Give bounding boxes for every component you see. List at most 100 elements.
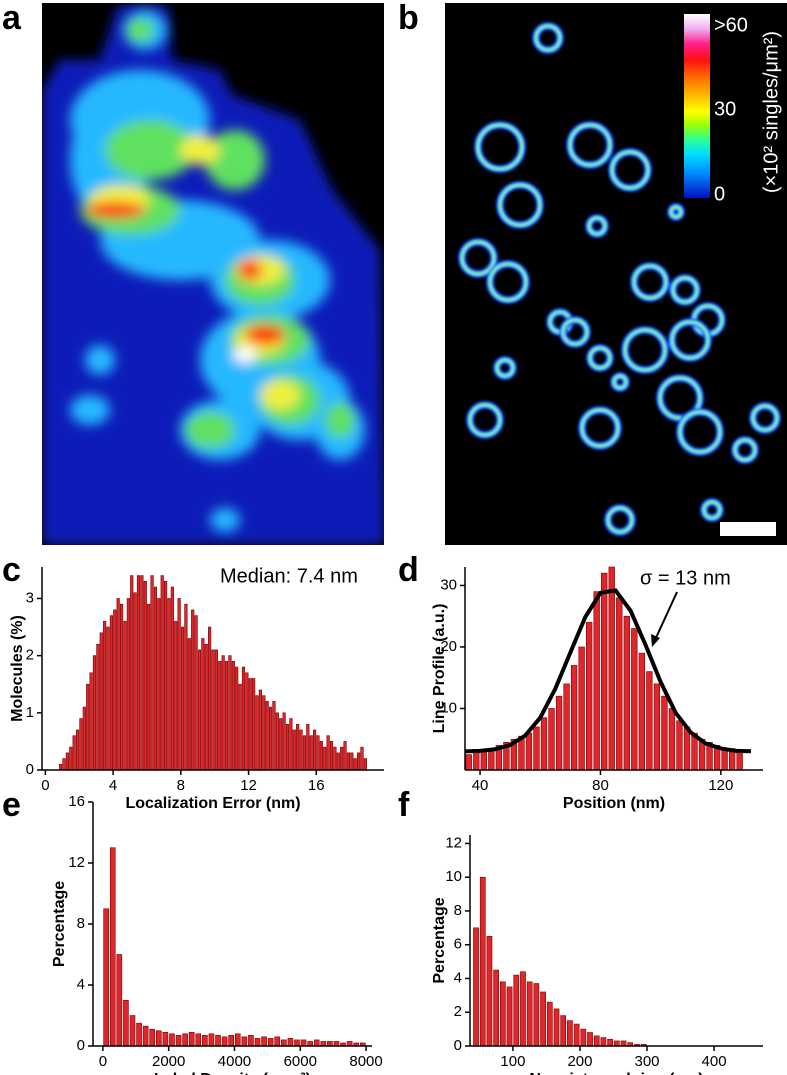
bar	[201, 638, 205, 771]
bar	[238, 683, 242, 771]
bar	[587, 1032, 593, 1047]
bar	[560, 1015, 567, 1047]
bar	[149, 1028, 156, 1047]
bar	[106, 626, 110, 771]
bar	[340, 746, 344, 771]
ring	[752, 405, 778, 431]
bar	[208, 1033, 215, 1047]
bar	[294, 1039, 300, 1047]
bar	[274, 1036, 281, 1047]
x-tick-label: 6000	[284, 1053, 317, 1070]
y-tick-label: 4	[77, 976, 85, 993]
bar	[133, 592, 137, 771]
bar	[184, 603, 188, 771]
bar	[473, 927, 479, 1047]
bar	[292, 729, 296, 771]
bar	[208, 626, 212, 771]
bar	[302, 735, 307, 771]
y-tick-label: 1	[26, 704, 34, 721]
bar	[228, 1035, 234, 1047]
bar	[215, 1035, 221, 1047]
bar	[309, 735, 313, 771]
bar	[555, 695, 563, 771]
panel-label: e	[2, 786, 21, 824]
bar	[578, 646, 585, 771]
y-tick-label: 0	[77, 1037, 85, 1054]
panel-label: c	[2, 551, 21, 589]
bar	[72, 735, 76, 771]
bar	[214, 649, 218, 771]
colorbar-label: >60	[714, 14, 748, 36]
bar	[96, 643, 100, 771]
bar	[287, 1038, 294, 1047]
bar	[319, 741, 323, 771]
y-axis-label: Percentage	[51, 881, 68, 967]
bar	[82, 706, 86, 771]
bar	[267, 1038, 274, 1047]
ring	[611, 151, 649, 189]
bar	[329, 741, 334, 771]
bar	[197, 649, 202, 771]
bar	[353, 758, 357, 771]
bar	[162, 1031, 169, 1047]
bar	[343, 741, 347, 771]
bar	[211, 649, 215, 771]
ring	[633, 265, 667, 299]
bar	[116, 954, 123, 1047]
bar	[272, 701, 276, 771]
bar	[231, 661, 235, 771]
ring	[607, 507, 633, 533]
ring	[624, 329, 666, 371]
image-background	[445, 3, 787, 545]
bar	[506, 986, 513, 1047]
bar	[235, 666, 239, 771]
bar	[248, 1035, 254, 1047]
bar	[616, 597, 623, 771]
bar	[631, 628, 638, 771]
bar	[188, 1031, 195, 1047]
bar	[79, 718, 83, 771]
ring	[589, 347, 611, 369]
annotation: Median: 7.4 nm	[220, 565, 358, 587]
ring	[581, 409, 619, 447]
x-tick-label: 0	[99, 1053, 107, 1070]
heat-blob	[325, 402, 355, 438]
heat-blob	[85, 345, 115, 375]
bar	[465, 754, 472, 771]
bar	[218, 661, 222, 771]
bar	[113, 609, 117, 771]
bar	[182, 1033, 188, 1047]
x-tick-label: 4000	[218, 1053, 251, 1070]
bar	[65, 752, 69, 771]
bar	[142, 1025, 149, 1047]
bar	[593, 1035, 600, 1047]
bar	[194, 615, 198, 771]
bar	[282, 712, 286, 771]
scale-bar	[720, 522, 776, 536]
bar	[580, 1028, 587, 1047]
panel-label: b	[398, 0, 419, 37]
ring	[469, 404, 501, 436]
bar	[86, 683, 90, 771]
heat-blob	[260, 380, 300, 410]
bar	[668, 708, 676, 771]
ring	[562, 319, 588, 345]
bar	[299, 729, 303, 771]
bar	[123, 621, 127, 771]
y-tick-label: 12	[68, 854, 85, 871]
bar	[109, 847, 116, 1047]
y-axis-label: Molecules (%)	[9, 615, 26, 722]
bar	[346, 752, 351, 771]
bar	[103, 908, 109, 1047]
heat-blob	[126, 18, 154, 42]
bar	[486, 935, 493, 1047]
ring	[569, 124, 611, 166]
bar	[195, 1033, 202, 1047]
y-tick-label: 2	[26, 647, 34, 664]
bar	[170, 586, 174, 771]
panel-label: a	[2, 0, 22, 37]
bar	[268, 706, 273, 771]
bar	[296, 723, 300, 771]
bar	[99, 632, 103, 771]
heat-blob	[85, 202, 145, 218]
